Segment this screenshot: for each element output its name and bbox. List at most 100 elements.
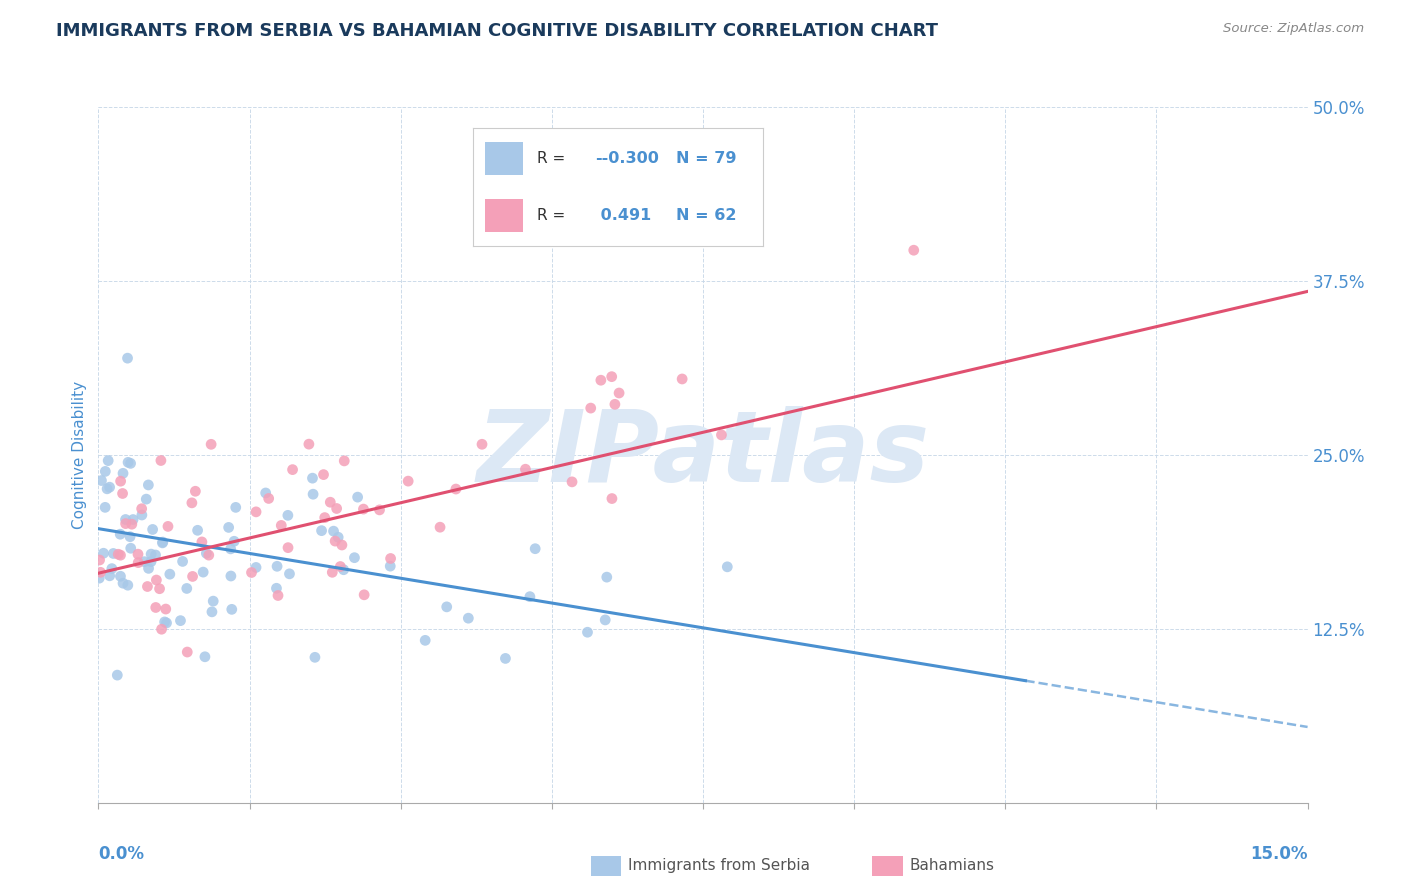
Point [322,524,344,538]
Point [301,471,323,485]
Point [607,386,630,401]
Point [219,569,242,583]
Text: N = 62: N = 62 [676,208,737,223]
Point [319,495,342,509]
Point [114,516,136,531]
Point [270,518,292,533]
Point [150,622,173,636]
Point [155,602,177,616]
Point [429,520,451,534]
Text: Bahamians: Bahamians [910,858,994,872]
Point [593,613,616,627]
Point [524,541,547,556]
Point [120,530,142,544]
Point [156,519,179,533]
Point [457,611,479,625]
Point [187,524,209,538]
Point [903,244,925,258]
Point [110,569,132,583]
Point [135,492,157,507]
Point [111,486,134,500]
Point [138,561,160,575]
Point [97,453,120,467]
Point [576,625,599,640]
Point [98,480,121,494]
Point [380,559,402,574]
Point [561,475,583,489]
Point [333,454,356,468]
Point [368,503,391,517]
Point [107,547,129,561]
Point [127,556,149,570]
Point [138,478,160,492]
Point [332,563,354,577]
Point [195,546,218,560]
Point [194,649,217,664]
Point [93,546,115,560]
Point [117,351,139,366]
Point [444,482,467,496]
Point [254,486,277,500]
Point [152,535,174,549]
Point [94,500,117,515]
Point [139,547,162,561]
Point [346,490,368,504]
Point [413,633,436,648]
Point [200,437,222,451]
Text: R =: R = [537,151,571,166]
Point [145,600,167,615]
Text: --0.300: --0.300 [595,151,659,166]
Text: Immigrants from Serbia: Immigrants from Serbia [628,858,810,872]
Point [89,566,111,580]
Point [311,524,333,538]
Bar [485,199,523,232]
Point [131,501,153,516]
Point [257,491,280,506]
Point [134,555,156,569]
Point [494,651,516,665]
Point [121,517,143,532]
Point [103,546,125,560]
Point [89,571,111,585]
Point [120,541,142,556]
Point [321,566,343,580]
Point [139,555,162,569]
Point [302,487,325,501]
Point [710,428,733,442]
Point [219,541,242,556]
Text: 0.0%: 0.0% [98,845,145,863]
Point [90,474,112,488]
Point [600,491,623,506]
Point [184,484,207,499]
Point [325,501,347,516]
Point [153,615,176,629]
Point [225,500,247,515]
Point [169,614,191,628]
Point [145,573,167,587]
Point [579,401,602,416]
Point [94,464,117,478]
Point [148,582,170,596]
Point [380,551,402,566]
Text: 0.491: 0.491 [595,208,651,223]
Text: Source: ZipAtlas.com: Source: ZipAtlas.com [1223,22,1364,36]
Point [152,536,174,550]
Point [471,437,494,451]
Point [224,534,246,549]
Point [266,559,288,574]
Point [314,510,336,524]
Point [117,455,139,469]
Point [191,535,214,549]
Point [245,560,267,574]
Point [716,559,738,574]
Point [278,566,301,581]
Point [298,437,321,451]
Bar [485,142,523,175]
Point [149,453,172,467]
Point [197,548,219,562]
Point [89,553,111,567]
Text: IMMIGRANTS FROM SERBIA VS BAHAMIAN COGNITIVE DISABILITY CORRELATION CHART: IMMIGRANTS FROM SERBIA VS BAHAMIAN COGNI… [56,22,938,40]
Point [110,474,132,488]
Point [117,578,139,592]
Point [603,397,626,411]
